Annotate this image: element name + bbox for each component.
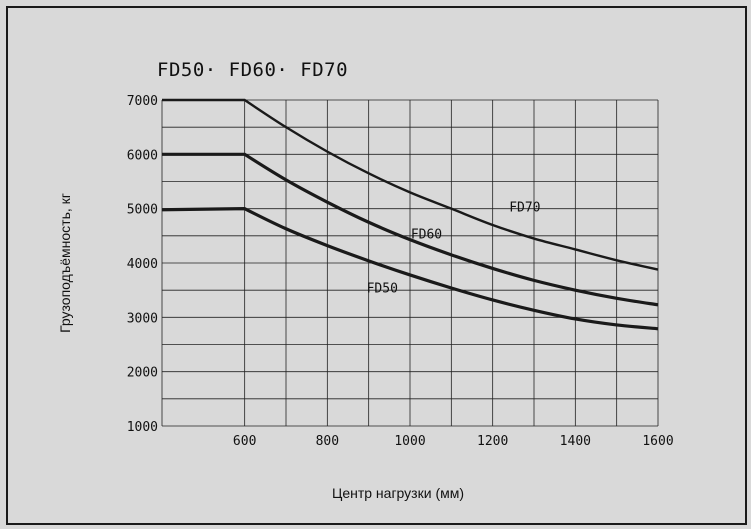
y-tick-label: 3000 bbox=[127, 311, 158, 326]
y-tick-label: 5000 bbox=[127, 203, 158, 218]
y-tick-label: 2000 bbox=[127, 366, 158, 381]
chart-title: FD50· FD60· FD70 bbox=[157, 59, 348, 81]
tick-labels: 600 800 1000 1200 1400 1600 1000 2000 3000 4000 50… bbox=[127, 94, 674, 449]
x-tick-label: 1200 bbox=[477, 434, 508, 449]
series-label-fd50: FD50 bbox=[367, 281, 398, 296]
chart-frame bbox=[6, 6, 747, 525]
series-label-fd70: FD70 bbox=[509, 200, 540, 215]
x-tick-label: 1000 bbox=[394, 434, 425, 449]
x-axis-label: Центр нагрузки (мм) bbox=[332, 485, 464, 501]
y-tick-label: 1000 bbox=[127, 420, 158, 435]
y-tick-label: 6000 bbox=[127, 148, 158, 163]
x-tick-label: 600 bbox=[233, 434, 256, 449]
series-lines bbox=[161, 98, 659, 331]
grid bbox=[161, 99, 659, 427]
series-line-fd50 bbox=[161, 207, 659, 331]
x-tick-label: 1400 bbox=[560, 434, 591, 449]
x-tick-label: 800 bbox=[316, 434, 339, 449]
y-axis-label: Грузоподъёмность, кг bbox=[57, 193, 73, 333]
series-line-fd60 bbox=[162, 152, 659, 307]
series-label-fd60: FD60 bbox=[411, 228, 442, 243]
series-labels: FD70 FD60 FD50 bbox=[367, 200, 541, 296]
x-tick-label: 1600 bbox=[642, 434, 673, 449]
y-tick-label: 4000 bbox=[127, 257, 158, 272]
y-tick-label: 7000 bbox=[127, 94, 158, 109]
series-line-fd70 bbox=[162, 98, 659, 271]
